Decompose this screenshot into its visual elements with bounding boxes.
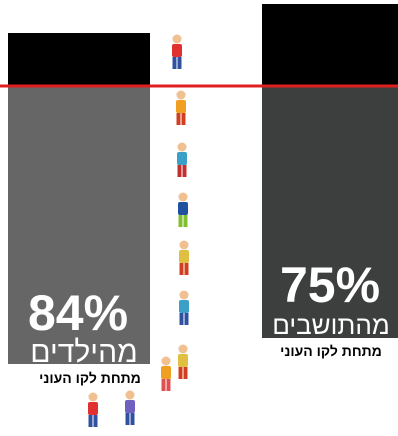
person-head <box>178 192 188 202</box>
person-leg <box>178 367 183 379</box>
person-leg <box>178 215 183 227</box>
person-leg <box>161 379 166 391</box>
person-head <box>179 290 189 300</box>
person-shirt <box>176 100 186 113</box>
ground-person <box>125 390 135 425</box>
person-head <box>176 90 186 100</box>
person-leg <box>93 415 98 427</box>
person-leg <box>179 263 184 275</box>
person-shirt <box>88 402 98 415</box>
person-leg <box>181 113 186 125</box>
children-percent-label: 84% <box>28 285 128 341</box>
person-shirt <box>178 354 188 367</box>
person-leg <box>183 215 188 227</box>
person-shirt <box>172 44 182 57</box>
person-leg <box>177 165 182 177</box>
person-leg <box>179 313 184 325</box>
person-shirt <box>179 250 189 263</box>
tower-person <box>178 192 188 227</box>
person-leg <box>88 415 93 427</box>
person-head <box>161 356 171 366</box>
ground-people <box>88 390 135 427</box>
person-shirt <box>125 400 135 413</box>
person-leg <box>176 113 181 125</box>
residents-percent-label: 75% <box>280 257 380 313</box>
tower-person <box>177 142 187 177</box>
person-leg <box>182 165 187 177</box>
person-head <box>178 344 188 354</box>
children-caption: מתחת לקו העוני <box>39 370 141 386</box>
person-head <box>177 142 187 152</box>
person-leg <box>125 413 130 425</box>
bar-children-upper <box>8 33 150 86</box>
person-shirt <box>177 152 187 165</box>
person-head <box>125 390 135 400</box>
person-shirt <box>161 366 171 379</box>
person-leg <box>172 57 177 69</box>
residents-word-label: מהתושבים <box>272 310 389 340</box>
person-head <box>88 392 98 402</box>
person-leg <box>130 413 135 425</box>
person-head <box>179 240 189 250</box>
bar-residents-upper <box>262 4 398 86</box>
bar-children-lower <box>8 86 150 364</box>
tower-person <box>179 240 189 275</box>
tower-person <box>176 90 186 125</box>
tower-person <box>161 356 171 391</box>
residents-caption: מתחת לקו העוני <box>280 343 382 359</box>
children-word-label: מהילדים <box>30 336 137 369</box>
person-leg <box>166 379 171 391</box>
ground-person <box>88 392 98 427</box>
tower-person <box>179 290 189 325</box>
person-leg <box>184 313 189 325</box>
person-shirt <box>179 300 189 313</box>
tower-person <box>178 344 188 379</box>
person-leg <box>183 367 188 379</box>
person-head <box>172 34 182 44</box>
person-shirt <box>178 202 188 215</box>
bar-residents-lower <box>262 86 398 338</box>
tower-person <box>172 34 182 69</box>
person-leg <box>177 57 182 69</box>
person-leg <box>184 263 189 275</box>
people-tower <box>161 34 189 391</box>
